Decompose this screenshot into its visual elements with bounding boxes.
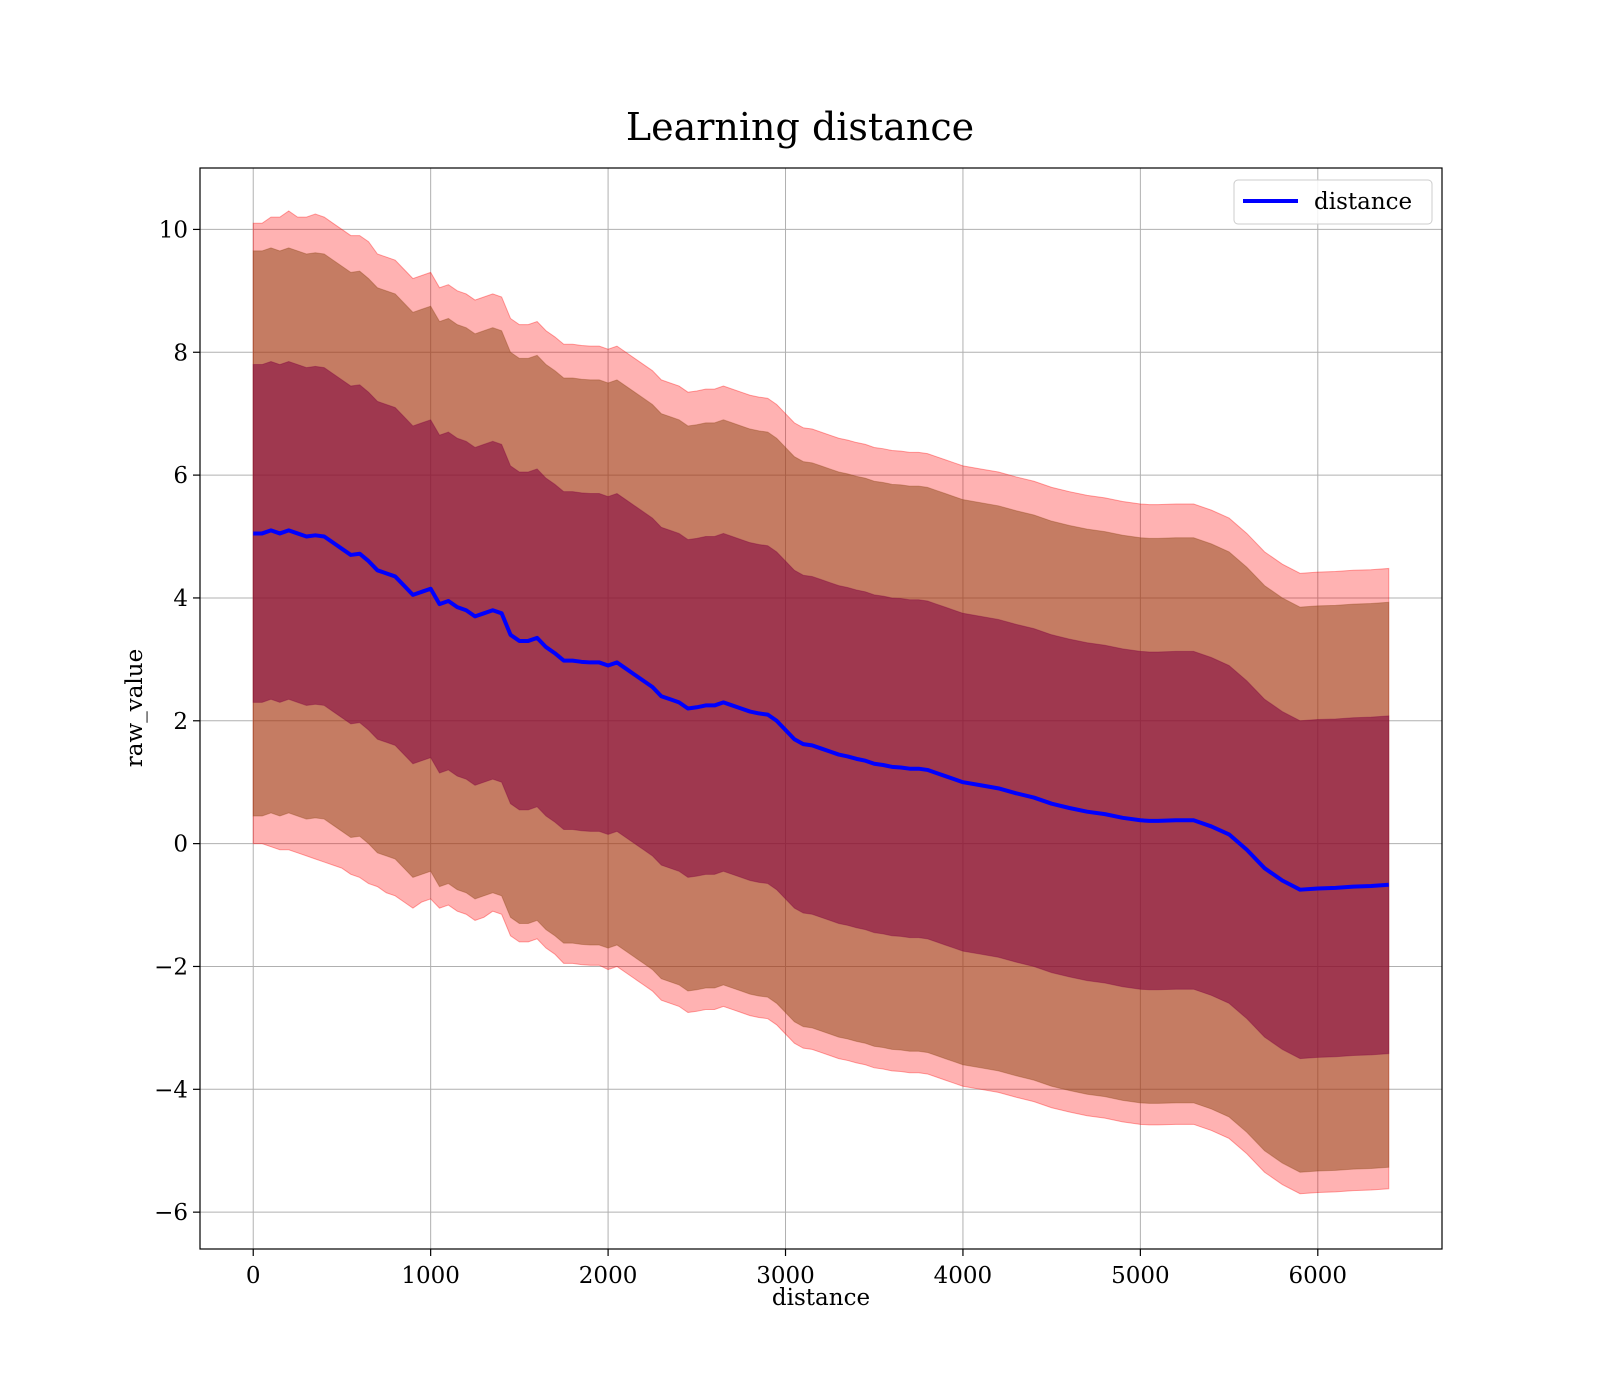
x-tick-label: 0 [246, 1263, 261, 1289]
chart-title: Learning distance [626, 105, 974, 149]
y-axis-label: raw_value [122, 649, 148, 767]
legend-box [1233, 179, 1433, 225]
band-2 [252, 360, 1390, 1060]
y-tick-label: 2 [173, 709, 188, 735]
plot-frame [199, 167, 1443, 1250]
x-axis-label: distance [772, 1285, 870, 1311]
x-tick-label: 5000 [1111, 1263, 1170, 1289]
y-tick-label: −6 [154, 1200, 188, 1226]
legend: distance [1233, 179, 1433, 225]
x-tick-label: 1000 [401, 1263, 460, 1289]
x-tick-label: 6000 [1289, 1263, 1348, 1289]
x-axis-ticks: 0 1000 2000 3000 4000 5000 6000 [246, 1249, 1347, 1289]
series-line-distance [253, 528, 1389, 892]
x-tick-label: 4000 [934, 1263, 993, 1289]
y-tick-label: 8 [173, 340, 188, 366]
bands-group [252, 210, 1390, 1195]
y-tick-label: −4 [154, 1077, 188, 1103]
y-tick-label: −2 [154, 954, 188, 980]
y-tick-label: 0 [173, 832, 188, 858]
y-axis-ticks: −6 −4 −2 0 2 4 6 8 10 [154, 217, 200, 1226]
legend-label-distance: distance [1314, 189, 1412, 215]
y-tick-label: 10 [159, 217, 188, 243]
y-tick-label: 6 [173, 463, 188, 489]
y-tick-label: 4 [173, 586, 188, 612]
x-tick-label: 3000 [756, 1263, 815, 1289]
x-tick-label: 2000 [579, 1263, 638, 1289]
